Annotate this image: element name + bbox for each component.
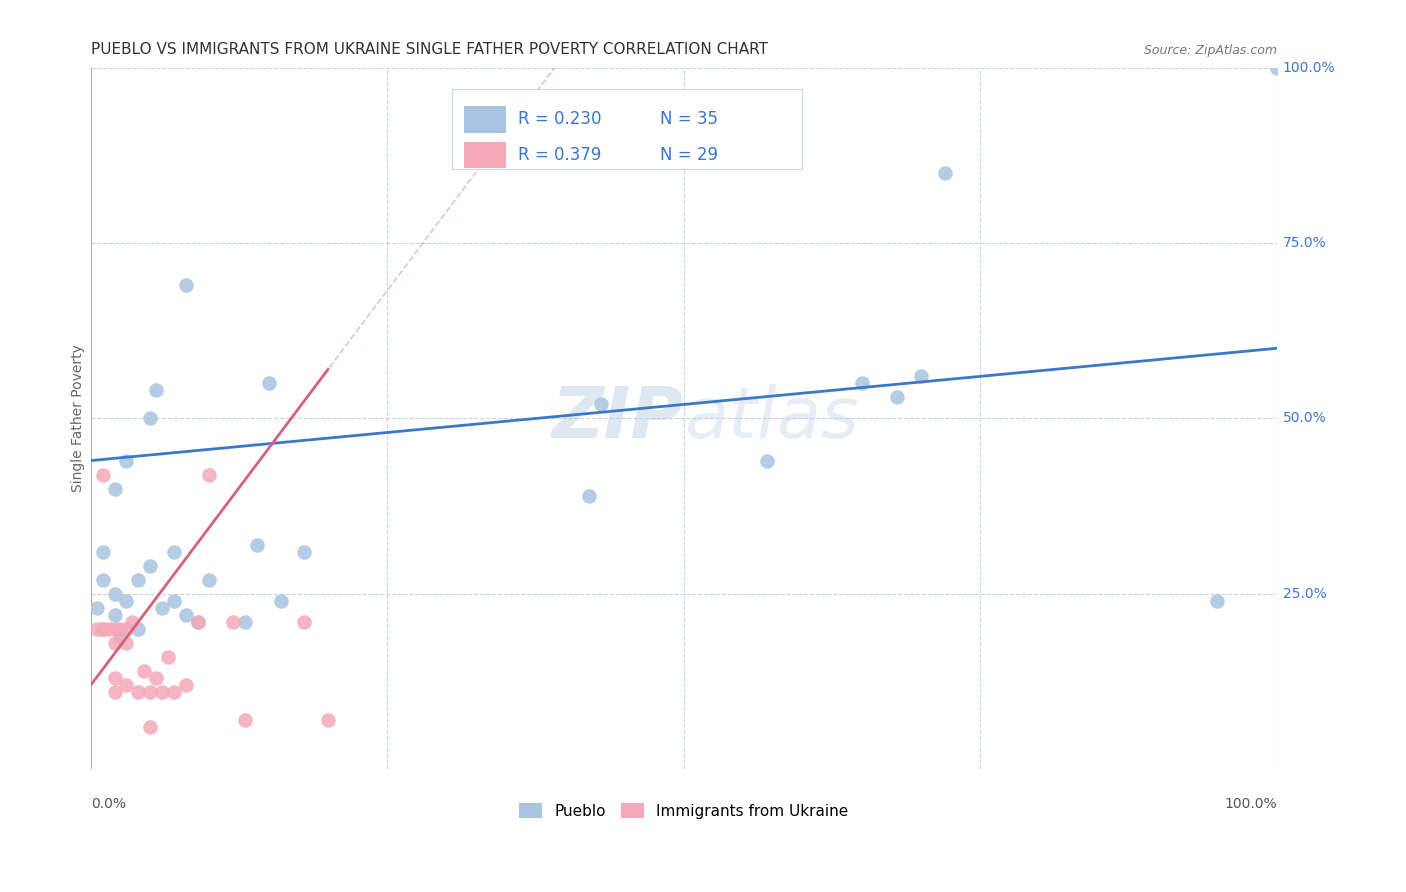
Point: [97, 622, 120, 636]
Point: [145, 384, 167, 398]
Point: [103, 671, 125, 685]
Point: [115, 636, 138, 650]
Point: [115, 678, 138, 692]
FancyBboxPatch shape: [464, 142, 506, 169]
Text: N = 35: N = 35: [659, 111, 718, 128]
Point: [578, 489, 600, 503]
Point: [139, 720, 162, 734]
Text: 100.0%: 100.0%: [1282, 61, 1336, 75]
Point: [886, 391, 908, 405]
Point: [851, 376, 873, 391]
Point: [139, 685, 162, 699]
Text: PUEBLO VS IMMIGRANTS FROM UKRAINE SINGLE FATHER POVERTY CORRELATION CHART: PUEBLO VS IMMIGRANTS FROM UKRAINE SINGLE…: [91, 42, 768, 57]
Point: [103, 482, 125, 496]
Point: [163, 545, 186, 559]
Point: [222, 615, 245, 629]
Point: [270, 594, 292, 608]
Point: [292, 615, 315, 629]
Point: [115, 453, 138, 467]
Text: ZIP: ZIP: [551, 384, 683, 453]
Point: [589, 397, 612, 411]
Point: [127, 685, 149, 699]
Point: [115, 594, 138, 608]
Point: [127, 622, 149, 636]
Point: [198, 573, 221, 587]
Point: [134, 664, 156, 678]
Point: [103, 587, 125, 601]
FancyBboxPatch shape: [453, 88, 803, 169]
Point: [292, 545, 315, 559]
Text: 50.0%: 50.0%: [1282, 411, 1326, 425]
Point: [115, 622, 138, 636]
Point: [121, 615, 143, 629]
Y-axis label: Single Father Poverty: Single Father Poverty: [72, 344, 86, 492]
Point: [156, 650, 179, 665]
Text: 25.0%: 25.0%: [1282, 587, 1326, 601]
Point: [1206, 594, 1229, 608]
Point: [186, 615, 208, 629]
Point: [103, 636, 125, 650]
Point: [110, 622, 132, 636]
Text: 100.0%: 100.0%: [1225, 797, 1277, 812]
Point: [145, 671, 167, 685]
Point: [86, 622, 108, 636]
Point: [316, 713, 339, 727]
Point: [127, 573, 149, 587]
Point: [86, 601, 108, 615]
Point: [233, 713, 256, 727]
Point: [110, 629, 132, 643]
Point: [257, 376, 280, 391]
Point: [246, 538, 269, 552]
Point: [91, 622, 114, 636]
Point: [103, 607, 125, 622]
Legend: Pueblo, Immigrants from Ukraine: Pueblo, Immigrants from Ukraine: [513, 797, 855, 825]
Point: [910, 369, 932, 384]
Point: [139, 558, 162, 573]
Text: Source: ZipAtlas.com: Source: ZipAtlas.com: [1143, 44, 1277, 57]
Point: [150, 601, 173, 615]
Point: [755, 453, 778, 467]
Text: R = 0.379: R = 0.379: [517, 146, 602, 164]
Point: [163, 594, 186, 608]
Point: [174, 278, 197, 293]
Point: [163, 685, 186, 699]
Point: [934, 166, 956, 180]
Text: R = 0.230: R = 0.230: [517, 111, 602, 128]
Point: [103, 685, 125, 699]
Text: N = 29: N = 29: [659, 146, 718, 164]
Point: [91, 467, 114, 482]
Point: [186, 615, 208, 629]
Text: atlas: atlas: [683, 384, 859, 453]
FancyBboxPatch shape: [464, 106, 506, 133]
Point: [198, 467, 221, 482]
Text: 0.0%: 0.0%: [91, 797, 125, 812]
Point: [91, 622, 114, 636]
Text: 75.0%: 75.0%: [1282, 236, 1326, 250]
Point: [91, 573, 114, 587]
Point: [91, 545, 114, 559]
Point: [139, 411, 162, 425]
Point: [103, 622, 125, 636]
Point: [1265, 61, 1288, 75]
Point: [174, 607, 197, 622]
Point: [174, 678, 197, 692]
Point: [233, 615, 256, 629]
Point: [150, 685, 173, 699]
